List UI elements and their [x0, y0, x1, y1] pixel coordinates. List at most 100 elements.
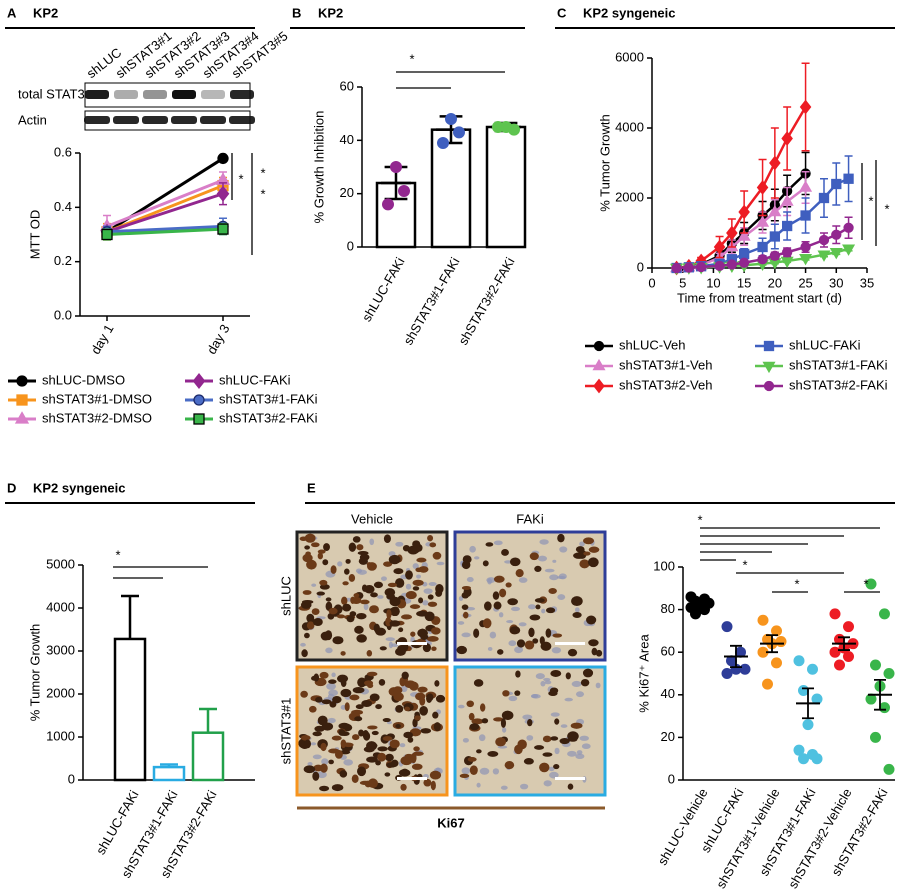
ki67-nucleus [346, 615, 355, 623]
ki67-nucleus [345, 558, 351, 564]
nucleus [549, 771, 559, 779]
ki67-nucleus [395, 724, 401, 729]
data-point [883, 668, 895, 679]
ki67-nucleus [459, 773, 470, 779]
data-point [690, 608, 701, 620]
nucleus [522, 714, 533, 720]
data-point [390, 161, 402, 173]
ki67-nucleus [358, 557, 368, 565]
point [769, 155, 781, 171]
data-point [757, 614, 769, 626]
nucleus [575, 691, 585, 698]
ki67-nucleus [554, 718, 560, 725]
ki67-nucleus [325, 597, 332, 602]
nucleus [311, 583, 317, 587]
bar [191, 731, 225, 782]
nucleus [363, 603, 369, 611]
nucleus [493, 540, 503, 546]
nucleus [395, 541, 404, 547]
panel-letter: C [557, 5, 567, 20]
ki67-nucleus [567, 783, 574, 790]
nucleus [355, 568, 363, 574]
ki67-nucleus [336, 614, 346, 619]
ki67-nucleus [550, 669, 562, 677]
y-axis-label: % Tumor Growth [27, 624, 42, 722]
band [143, 90, 167, 99]
ki67-nucleus [301, 649, 308, 658]
point [799, 180, 813, 192]
ki67-nucleus [313, 617, 323, 627]
ki67-nucleus [349, 611, 357, 617]
nucleus [412, 563, 419, 569]
ki67-nucleus [553, 763, 560, 770]
legend-label: shSTAT3#1-FAKi [219, 391, 318, 406]
ki67-nucleus [352, 686, 365, 694]
ki67-nucleus [582, 668, 594, 678]
nucleus [552, 559, 557, 563]
point [737, 229, 751, 241]
significance-star: * [409, 51, 414, 66]
ki67-nucleus [319, 671, 329, 679]
nucleus [508, 695, 518, 702]
data-point [762, 678, 773, 690]
ki67-nucleus [356, 634, 367, 643]
legend-label: shLUC-Veh [619, 337, 685, 352]
ki67-nucleus [485, 542, 494, 547]
nucleus [557, 594, 566, 600]
ki67-nucleus [456, 645, 468, 655]
nucleus [500, 785, 508, 790]
ki67-nucleus [412, 579, 424, 586]
ki67-nucleus [401, 671, 409, 680]
ki67-nucleus [409, 604, 421, 610]
ki67-nucleus [338, 722, 350, 730]
point [217, 223, 229, 235]
ki67-nucleus [387, 582, 398, 588]
ki67-nucleus [359, 780, 371, 786]
ki67-nucleus [342, 581, 349, 586]
data-point [757, 646, 769, 658]
y-tick-label: 3000 [46, 642, 75, 657]
ki67-nucleus [395, 704, 404, 713]
data-point [382, 198, 394, 211]
ki67-nucleus [499, 588, 507, 598]
x-tick-label: 10 [706, 275, 720, 290]
ki67-nucleus [366, 756, 378, 763]
nucleus [469, 545, 476, 553]
nucleus [461, 632, 471, 638]
nucleus [564, 697, 573, 702]
ki67-nucleus [463, 611, 469, 619]
ki67-nucleus [572, 612, 582, 618]
data-point [843, 621, 854, 633]
series-line [106, 178, 224, 228]
y-tick-label: 100 [653, 558, 675, 573]
row-label: total STAT3 [18, 86, 85, 101]
ki67-nucleus [349, 694, 360, 701]
ki67-nucleus [433, 722, 441, 732]
ki67-nucleus [367, 725, 378, 730]
point [817, 250, 831, 262]
ki67-nucleus [302, 590, 312, 595]
panel-letter: D [7, 480, 16, 495]
x-tick-label: 5 [679, 275, 686, 290]
ki67-nucleus [324, 630, 333, 641]
nucleus [581, 743, 591, 750]
ki67-nucleus [370, 592, 378, 598]
ki67-nucleus [415, 567, 423, 573]
nucleus [551, 647, 562, 654]
point [780, 256, 794, 269]
ki67-nucleus [377, 752, 387, 762]
nucleus [327, 717, 336, 724]
significance-star: * [868, 193, 873, 208]
y-tick-label: 4000 [615, 119, 644, 134]
point [831, 229, 842, 240]
nucleus [528, 604, 536, 610]
column-label: Vehicle [351, 511, 393, 526]
nucleus [478, 734, 486, 742]
nucleus [428, 582, 437, 587]
data-point [721, 621, 733, 633]
ki67-nucleus [384, 772, 391, 777]
nucleus [436, 561, 445, 566]
data-point [735, 646, 746, 658]
x-tick-label: shLUC-FAKi [359, 255, 408, 325]
ki67-nucleus [523, 757, 534, 765]
